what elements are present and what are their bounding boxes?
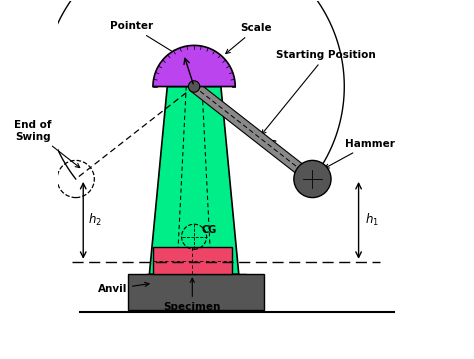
Text: Anvil: Anvil (98, 282, 149, 294)
Polygon shape (191, 82, 316, 183)
Text: $h_1$: $h_1$ (365, 212, 379, 228)
Text: Pointer: Pointer (110, 21, 176, 54)
Circle shape (294, 160, 331, 197)
Polygon shape (149, 87, 239, 274)
Text: Starting Position: Starting Position (262, 50, 376, 134)
Bar (153, 247, 232, 274)
Polygon shape (137, 274, 256, 292)
Text: Hammer: Hammer (325, 139, 394, 168)
Text: CG: CG (263, 140, 278, 150)
Text: End of
Swing: End of Swing (14, 120, 80, 168)
Text: Scale: Scale (226, 23, 272, 53)
Text: Specimen: Specimen (164, 278, 221, 312)
Text: CG: CG (201, 225, 217, 235)
Polygon shape (153, 45, 235, 87)
Circle shape (188, 81, 200, 92)
Text: $h_2$: $h_2$ (88, 212, 101, 228)
Bar (128, 274, 264, 310)
